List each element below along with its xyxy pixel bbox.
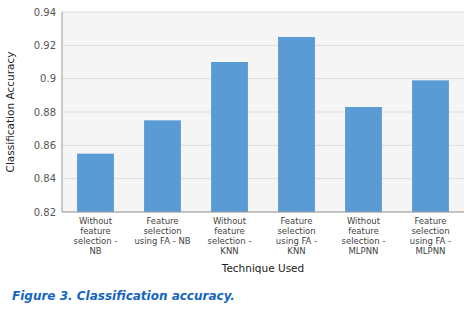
grid-line xyxy=(62,12,464,13)
x-axis-line xyxy=(62,212,464,213)
x-tick-label: Featureselectionusing FA -KNN xyxy=(276,216,317,256)
x-tick-label: Featureselectionusing FA - NB xyxy=(134,216,190,246)
y-axis-line xyxy=(62,12,63,212)
chart-container: 0.82 0.84 0.86 0.88 0.9 0.92 0.94 Withoutfeatur… xyxy=(0,0,476,315)
y-tick-label: 0.94 xyxy=(34,7,56,18)
bar xyxy=(77,154,114,212)
bar xyxy=(412,80,449,212)
y-tick-label: 0.86 xyxy=(34,140,56,151)
y-tick-label: 0.9 xyxy=(40,73,56,84)
plot-background xyxy=(62,12,464,212)
y-tick-label: 0.84 xyxy=(34,173,56,184)
caption: Figure 3. Classification accuracy. xyxy=(12,289,235,303)
bar xyxy=(144,120,181,212)
bar xyxy=(345,107,382,212)
y-tick-label: 0.82 xyxy=(34,207,56,218)
y-tick-label: 0.92 xyxy=(34,40,56,51)
x-tick-label: Withoutfeatureselection -MLPNN xyxy=(342,216,386,256)
grid-line xyxy=(62,212,464,213)
grid-line xyxy=(62,45,464,46)
x-tick-label: Withoutfeatureselection -NB xyxy=(74,216,118,256)
x-axis-label: Technique Used xyxy=(221,262,305,274)
grid-line xyxy=(62,78,464,79)
bar xyxy=(211,62,248,212)
grid-line xyxy=(62,178,464,179)
y-axis-label: Classification Accuracy xyxy=(4,52,16,173)
grid-line xyxy=(62,112,464,113)
grid-line xyxy=(62,145,464,146)
chart: 0.82 0.84 0.86 0.88 0.9 0.92 0.94 Withoutfeatur… xyxy=(0,0,476,315)
x-tick-label: Withoutfeatureselection -KNN xyxy=(208,216,252,256)
x-tick-label: Featureselectionusing FA -MLPNN xyxy=(410,216,451,256)
bars xyxy=(77,37,449,212)
bar xyxy=(278,37,315,212)
y-tick-label: 0.88 xyxy=(34,107,56,118)
